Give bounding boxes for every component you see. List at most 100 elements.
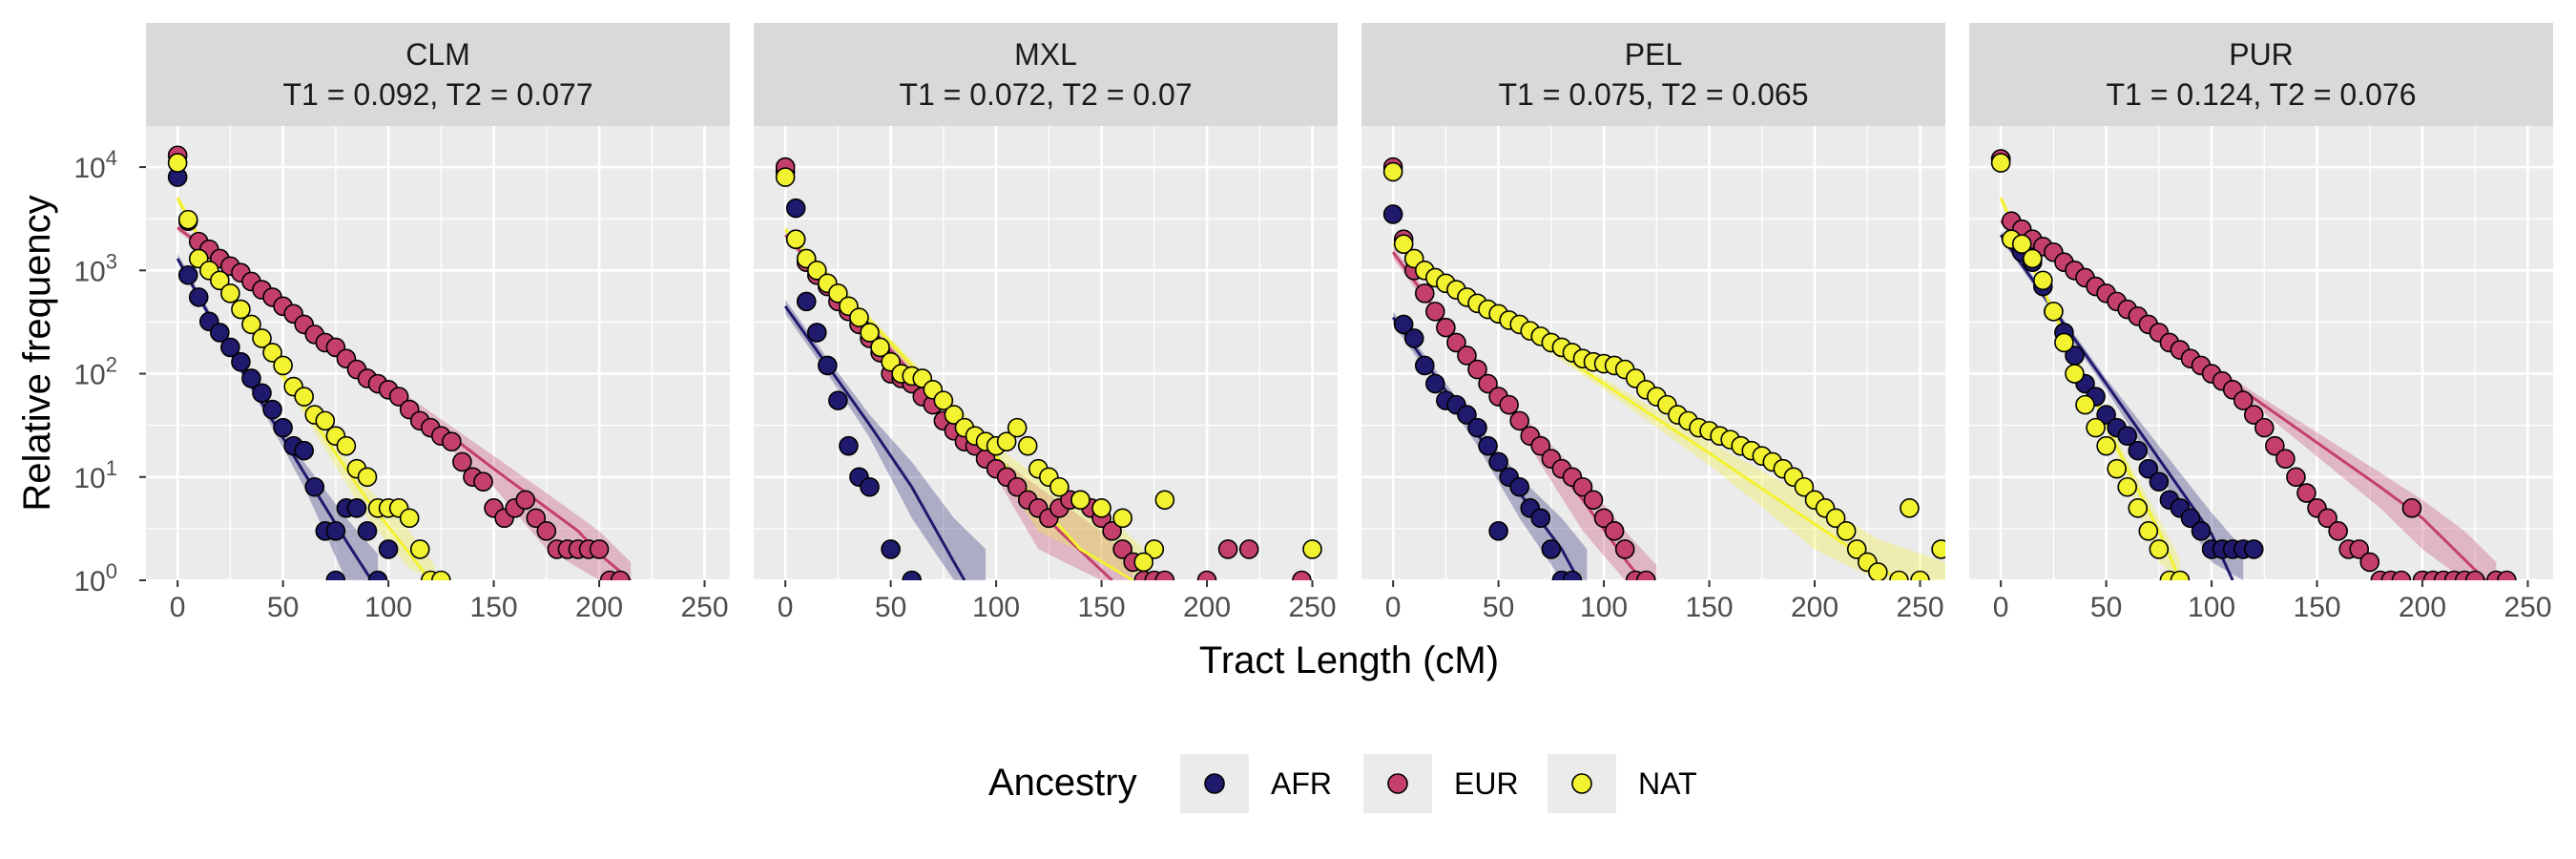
point-eur [1604, 521, 1625, 541]
point-eur [2317, 508, 2337, 529]
panel-pur: PUR T1 = 0.124, T2 = 0.076 0 50 100 150 200 250 [1969, 23, 2553, 623]
point-nat [996, 431, 1017, 452]
point-nat [294, 387, 315, 407]
y-tick-label: 101 [73, 456, 117, 494]
point-nat [409, 539, 430, 559]
x-tick-label: 100 [364, 592, 412, 623]
point-afr [177, 264, 198, 285]
point-nat [1144, 539, 1165, 559]
point-eur [1572, 476, 1593, 497]
legend-item-afr: AFR [1180, 754, 1332, 813]
y-tick-label: 103 [73, 249, 117, 287]
point-afr [273, 417, 293, 438]
x-tick-label: 50 [267, 592, 299, 623]
point-nat [1868, 562, 1888, 580]
facet-subtitle: T1 = 0.092, T2 = 0.077 [283, 77, 593, 112]
point-nat [1836, 521, 1857, 541]
x-axis: 0 50 100 150 200 250 [1993, 580, 2552, 623]
x-tick-label: 250 [1288, 592, 1336, 623]
point-afr [2180, 508, 2201, 529]
point-eur [442, 431, 462, 452]
point-nat [849, 307, 869, 327]
x-tick-label: 250 [680, 592, 728, 623]
y-tick-label: 100 [73, 559, 117, 597]
point-eur [1414, 283, 1435, 304]
point-eur [1102, 521, 1122, 541]
point-nat [1794, 476, 1815, 497]
facet-subtitle: T1 = 0.075, T2 = 0.065 [1499, 77, 1809, 112]
data-layer [1382, 157, 1945, 580]
point-nat [1133, 552, 1154, 573]
point-afr [785, 198, 806, 219]
point-nat [2022, 248, 2043, 269]
band-nat [1393, 241, 1945, 580]
point-afr [1467, 417, 1487, 438]
point-nat [1049, 476, 1070, 497]
point-eur [2265, 435, 2285, 456]
point-nat [870, 337, 890, 358]
point-eur [1217, 539, 1238, 559]
point-nat [315, 410, 336, 431]
point-nat [860, 323, 880, 343]
point-eur [1446, 332, 1466, 353]
point-eur [2464, 570, 2485, 580]
facet-strip [146, 23, 730, 126]
legend-label: NAT [1638, 766, 1697, 801]
facet-title: CLM [405, 37, 470, 72]
x-tick-label: 200 [1183, 592, 1231, 623]
legend-title: Ancestry [988, 762, 1137, 804]
facet-title: PEL [1625, 37, 1682, 72]
point-afr [252, 383, 272, 404]
legend-swatch [1571, 773, 1592, 794]
point-nat [1910, 570, 1930, 580]
point-eur [1007, 476, 1028, 497]
point-eur [2359, 552, 2380, 573]
point-eur [1467, 359, 1487, 380]
point-eur [1593, 508, 1614, 529]
point-afr [1530, 508, 1551, 529]
point-afr [325, 570, 346, 580]
point-afr [1478, 435, 1498, 456]
point-afr [2149, 471, 2170, 492]
point-eur [1196, 570, 1217, 580]
point-nat [2138, 521, 2159, 541]
point-afr [860, 476, 880, 497]
x-tick-label: 200 [2399, 592, 2446, 623]
x-tick-label: 250 [1896, 592, 1943, 623]
x-tick-label: 150 [1686, 592, 1734, 623]
point-eur [2497, 570, 2517, 580]
point-eur [452, 451, 472, 472]
point-nat [252, 328, 272, 348]
point-eur [1112, 539, 1132, 559]
point-nat [1091, 498, 1111, 518]
point-nat [2075, 394, 2095, 415]
point-eur [2286, 467, 2306, 488]
y-tick-label: 102 [73, 353, 117, 391]
point-afr [1541, 539, 1562, 559]
point-nat [828, 283, 848, 304]
point-nat [1382, 161, 1403, 182]
point-afr [188, 287, 209, 307]
point-afr [2138, 458, 2159, 479]
x-tick-label: 0 [170, 592, 186, 623]
point-eur [536, 521, 557, 541]
point-nat [1846, 539, 1867, 559]
point-eur [2254, 417, 2275, 438]
band-nat [177, 194, 435, 580]
point-eur [2296, 483, 2316, 503]
point-eur [1530, 435, 1551, 456]
point-afr [902, 570, 923, 580]
point-afr [346, 498, 367, 518]
point-nat [1302, 539, 1322, 559]
point-eur [610, 570, 631, 580]
point-eur [1425, 302, 1445, 322]
facet-title: PUR [2229, 37, 2294, 72]
point-afr [1509, 476, 1530, 497]
x-tick-label: 50 [2090, 592, 2122, 623]
point-eur [1635, 570, 1656, 580]
point-nat [2117, 476, 2138, 497]
point-afr [828, 390, 848, 410]
legend-keys: AFR EUR NAT [1180, 754, 1697, 813]
facet-subtitle: T1 = 0.124, T2 = 0.076 [2107, 77, 2417, 112]
